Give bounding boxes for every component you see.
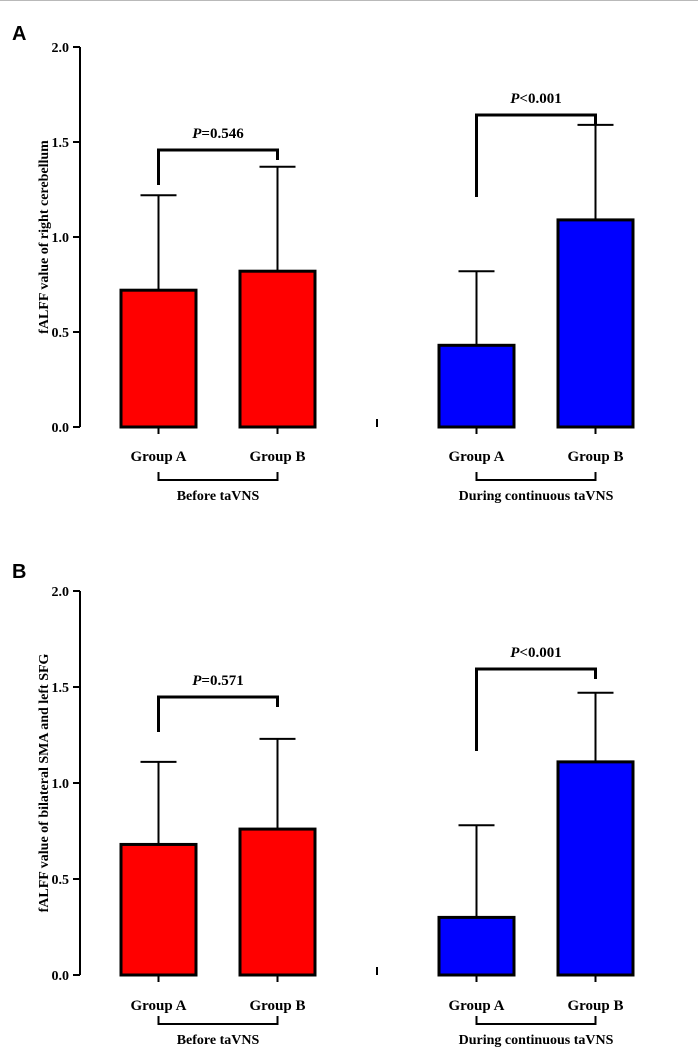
p-symbol: P [510, 91, 520, 107]
bar [238, 827, 317, 977]
panel-a: A 0.0 0.5 1.0 1.5 2.0 fALFF value of right cer… [12, 23, 635, 504]
y-tick-label: 1.0 [52, 231, 70, 246]
category-label: Group B [568, 998, 624, 1014]
significance-bracket [157, 695, 279, 732]
p-value: <0.001 [519, 91, 561, 107]
category-label: Group A [449, 998, 505, 1014]
bar [437, 343, 516, 429]
bar [238, 269, 317, 429]
y-tick-label: 2.0 [52, 41, 70, 56]
top-rule [0, 0, 698, 1]
group-bracket [157, 1016, 279, 1025]
category-label: Group A [449, 449, 505, 465]
y-tick-label: 1.5 [52, 681, 70, 696]
y-tick-label: 0.5 [52, 873, 70, 888]
bar [556, 218, 635, 429]
group-bracket [157, 472, 279, 481]
significance-bracket [157, 148, 279, 185]
y-tick-label: 1.5 [52, 136, 70, 151]
category-label: Group B [568, 449, 624, 465]
panel-b: B 0.0 0.5 1.0 1.5 2.0 fALFF value of bilateral… [12, 561, 635, 1048]
bar [556, 760, 635, 977]
group-label: Before taVNS [177, 489, 260, 504]
category-label: Group B [250, 449, 306, 465]
bar [119, 842, 198, 977]
group-bracket [475, 472, 597, 481]
p-value-label: P<0.001 [510, 645, 561, 661]
p-value: =0.571 [201, 673, 243, 689]
bar [437, 915, 516, 977]
group-bracket [475, 1016, 597, 1025]
y-tick-label: 0.5 [52, 326, 70, 341]
category-label: Group B [250, 998, 306, 1014]
p-symbol: P [192, 126, 202, 142]
y-tick-label: 2.0 [52, 585, 70, 600]
significance-bracket [475, 667, 597, 751]
significance-bracket [475, 113, 597, 197]
p-value: =0.546 [201, 126, 244, 142]
y-tick-label: 1.0 [52, 777, 70, 792]
p-symbol: P [510, 645, 520, 661]
p-value-label: P<0.001 [510, 91, 561, 107]
y-tick-label: 0.0 [52, 969, 70, 984]
category-label: Group A [131, 449, 187, 465]
category-label: Group A [131, 998, 187, 1014]
panel-letter: B [12, 561, 26, 583]
panel-letter: A [12, 23, 26, 45]
p-value: <0.001 [519, 645, 561, 661]
p-value-label: P=0.546 [192, 126, 244, 142]
y-axis-label: fALFF value of right cerebellum [37, 140, 52, 334]
group-label: During continuous taVNS [459, 1033, 614, 1048]
bar [119, 288, 198, 429]
y-axis-label: fALFF value of bilateral SMA and left SF… [37, 653, 52, 912]
p-value-label: P=0.571 [192, 673, 243, 689]
group-label: During continuous taVNS [459, 489, 614, 504]
y-tick-label: 0.0 [52, 421, 70, 436]
p-symbol: P [192, 673, 202, 689]
group-label: Before taVNS [177, 1033, 260, 1048]
